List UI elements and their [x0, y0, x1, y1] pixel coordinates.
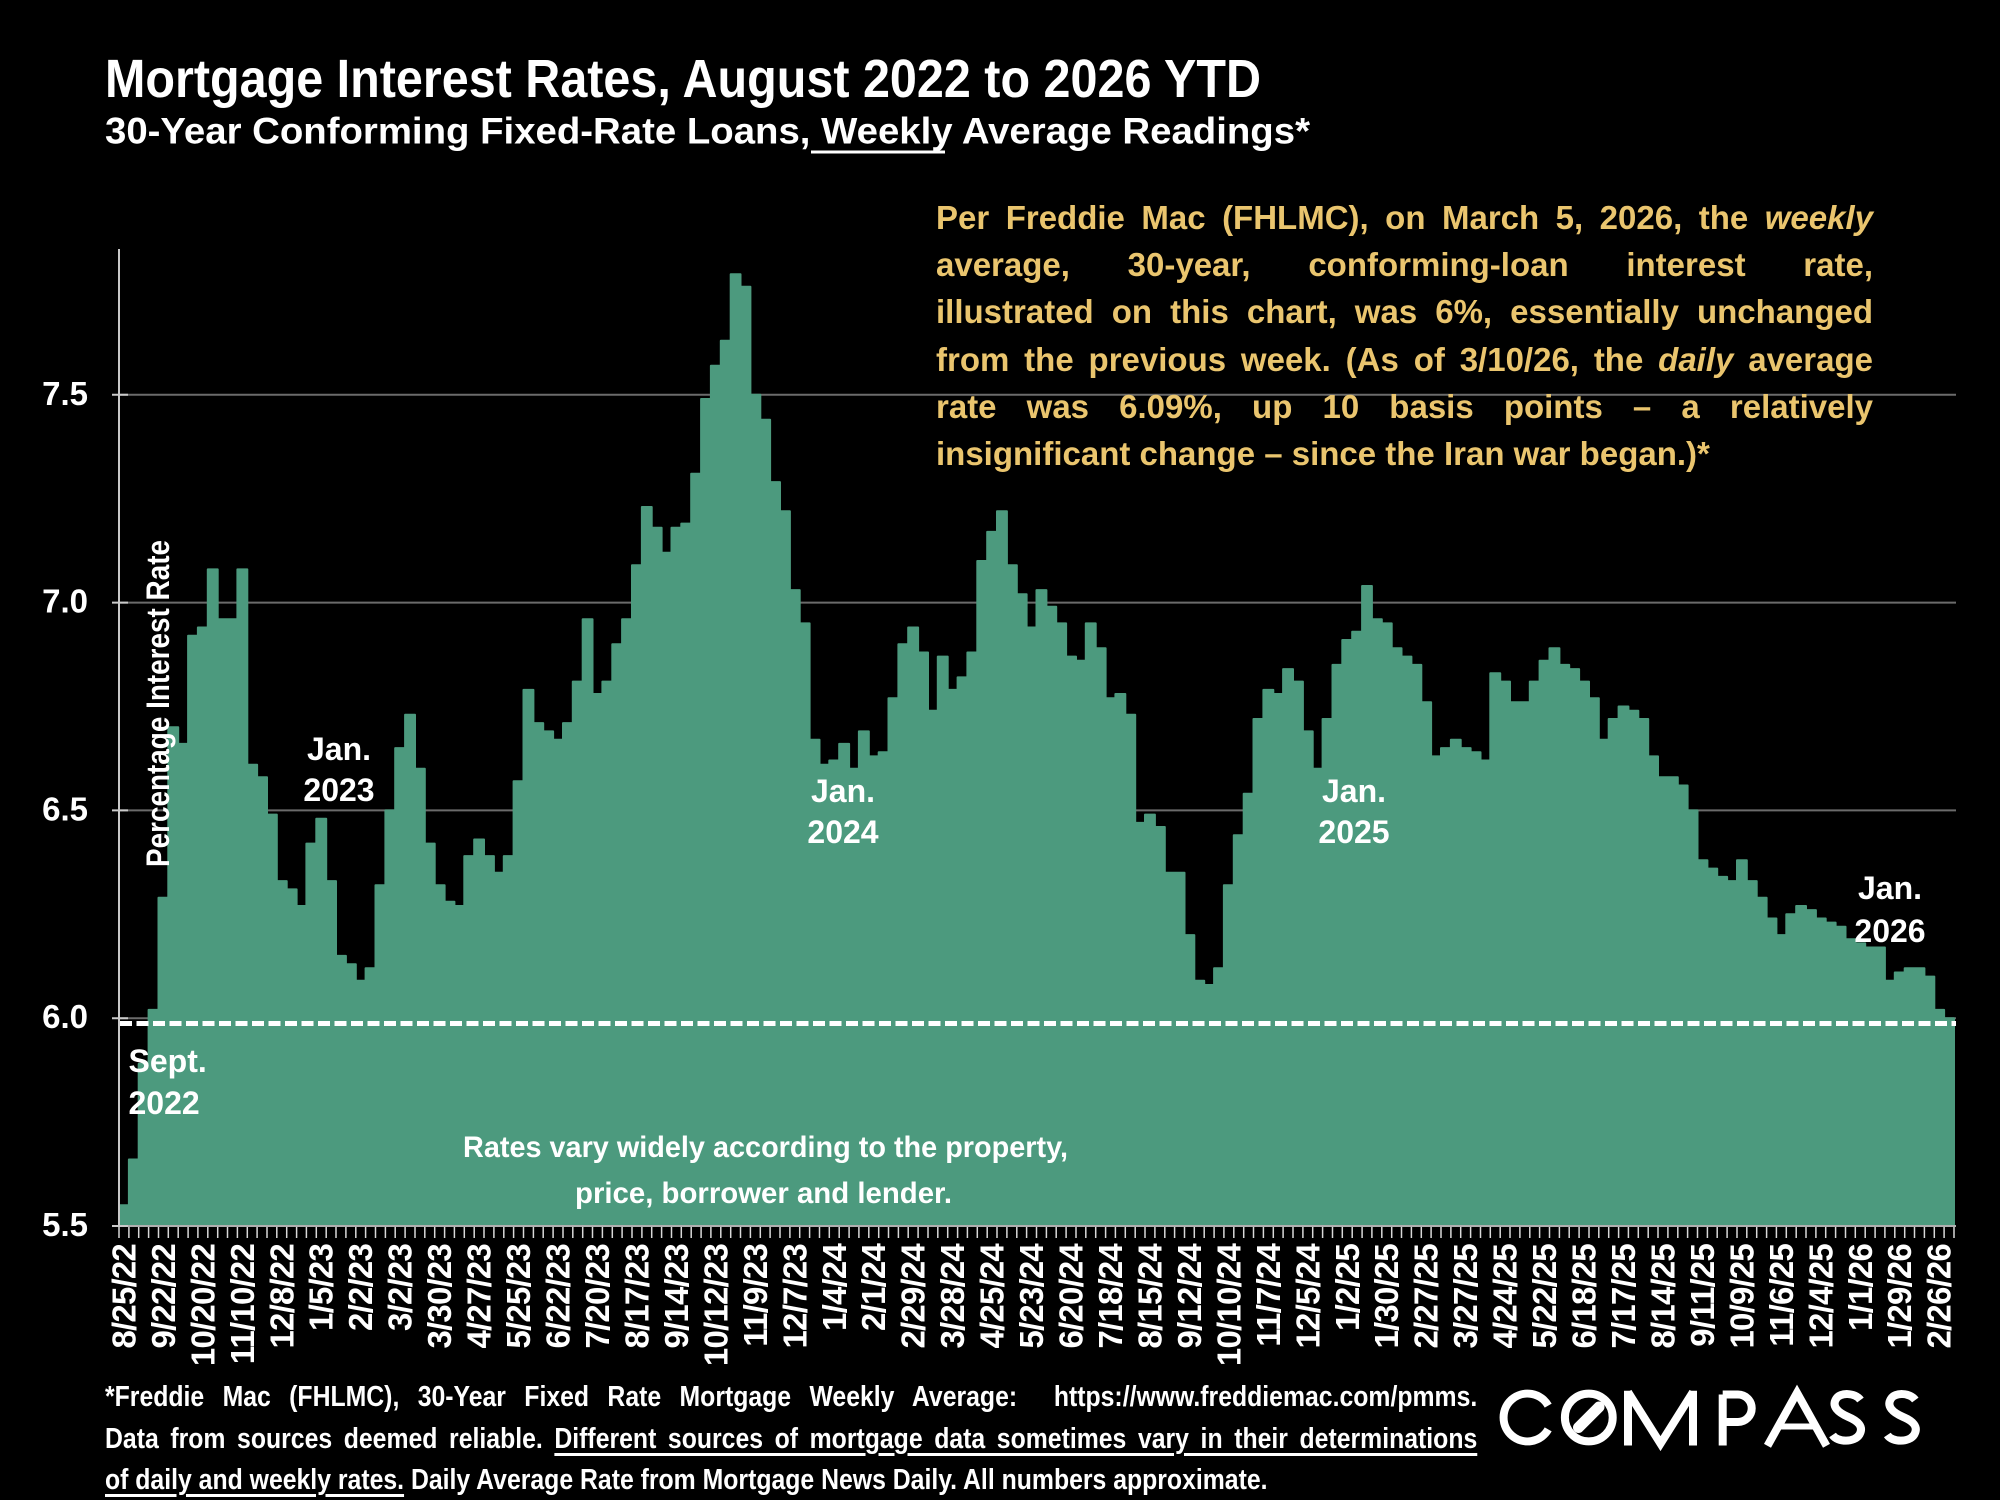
svg-text:6.0: 6.0 [42, 998, 88, 1035]
svg-text:Sept.: Sept. [129, 1043, 207, 1079]
svg-text:Percentage Interest Rate: Percentage Interest Rate [140, 540, 176, 867]
svg-text:2/26/26: 2/26/26 [1921, 1244, 1958, 1349]
svg-text:11/7/24: 11/7/24 [1250, 1243, 1287, 1347]
svg-text:8/25/22: 8/25/22 [105, 1244, 142, 1349]
svg-text:2/29/24: 2/29/24 [895, 1243, 932, 1349]
svg-text:6/22/23: 6/22/23 [540, 1244, 577, 1349]
svg-text:Mortgage Interest Rates, Augus: Mortgage Interest Rates, August 2022 to … [105, 49, 1261, 109]
svg-text:12/7/23: 12/7/23 [776, 1244, 813, 1349]
svg-text:2/1/24: 2/1/24 [855, 1243, 892, 1331]
svg-text:10/12/23: 10/12/23 [697, 1244, 734, 1367]
svg-text:11/9/23: 11/9/23 [737, 1244, 774, 1347]
svg-text:Jan.: Jan. [307, 731, 371, 767]
svg-text:Rates vary widely according to: Rates vary widely according to the prope… [463, 1131, 1068, 1164]
svg-text:2025: 2025 [1318, 814, 1389, 850]
svg-text:1/1/26: 1/1/26 [1842, 1244, 1879, 1331]
svg-text:30-Year Conforming Fixed-Rate: 30-Year Conforming Fixed-Rate Loans, Wee… [105, 110, 1310, 152]
svg-text:2026: 2026 [1854, 913, 1925, 949]
svg-text:9/11/25: 9/11/25 [1684, 1244, 1721, 1347]
svg-text:Jan.: Jan. [1322, 773, 1386, 809]
svg-text:10/20/22: 10/20/22 [184, 1244, 221, 1367]
svg-text:7.5: 7.5 [42, 375, 88, 412]
svg-text:10/10/24: 10/10/24 [1210, 1243, 1247, 1367]
svg-text:9/14/23: 9/14/23 [658, 1244, 695, 1349]
svg-text:7.0: 7.0 [42, 583, 88, 620]
svg-text:8/17/23: 8/17/23 [618, 1244, 655, 1349]
svg-text:6.5: 6.5 [42, 790, 88, 827]
svg-text:12/5/24: 12/5/24 [1289, 1243, 1326, 1349]
svg-text:2/27/25: 2/27/25 [1408, 1244, 1445, 1349]
svg-text:3/27/25: 3/27/25 [1447, 1244, 1484, 1349]
svg-text:7/20/23: 7/20/23 [579, 1244, 616, 1349]
svg-text:4/24/25: 4/24/25 [1487, 1244, 1524, 1349]
svg-text:5/22/25: 5/22/25 [1526, 1244, 1563, 1349]
svg-text:12/4/25: 12/4/25 [1802, 1244, 1839, 1349]
svg-text:5/25/23: 5/25/23 [500, 1244, 537, 1349]
svg-text:5/23/24: 5/23/24 [1013, 1243, 1050, 1349]
svg-text:9/12/24: 9/12/24 [1171, 1243, 1208, 1349]
svg-text:12/8/22: 12/8/22 [263, 1244, 300, 1349]
svg-text:2/2/23: 2/2/23 [342, 1244, 379, 1331]
svg-text:11/6/25: 11/6/25 [1763, 1244, 1800, 1347]
svg-text:Jan.: Jan. [1858, 870, 1922, 906]
svg-text:7/17/25: 7/17/25 [1605, 1244, 1642, 1349]
svg-text:Jan.: Jan. [811, 773, 875, 809]
svg-text:1/4/24: 1/4/24 [816, 1243, 853, 1331]
svg-text:2023: 2023 [303, 772, 374, 808]
svg-text:8/15/24: 8/15/24 [1132, 1243, 1169, 1349]
svg-text:4/25/24: 4/25/24 [974, 1243, 1011, 1349]
svg-text:10/9/25: 10/9/25 [1723, 1244, 1760, 1349]
svg-text:6/18/25: 6/18/25 [1566, 1244, 1603, 1349]
svg-text:3/28/24: 3/28/24 [934, 1243, 971, 1349]
svg-text:1/5/23: 1/5/23 [303, 1244, 340, 1331]
svg-text:6/20/24: 6/20/24 [1053, 1243, 1090, 1349]
svg-text:2024: 2024 [807, 814, 878, 850]
svg-text:3/30/23: 3/30/23 [421, 1244, 458, 1349]
svg-text:4/27/23: 4/27/23 [461, 1244, 498, 1349]
svg-text:5.5: 5.5 [42, 1206, 88, 1243]
svg-text:11/10/22: 11/10/22 [224, 1244, 261, 1365]
svg-text:9/22/22: 9/22/22 [145, 1244, 182, 1349]
svg-text:7/18/24: 7/18/24 [1092, 1243, 1129, 1349]
svg-text:1/29/26: 1/29/26 [1881, 1244, 1918, 1349]
svg-text:1/30/25: 1/30/25 [1368, 1244, 1405, 1349]
svg-text:2022: 2022 [129, 1085, 200, 1121]
svg-text:price, borrower and lender.: price, borrower and lender. [575, 1177, 952, 1210]
svg-text:8/14/25: 8/14/25 [1645, 1244, 1682, 1349]
svg-text:1/2/25: 1/2/25 [1329, 1244, 1366, 1331]
svg-text:3/2/23: 3/2/23 [382, 1244, 419, 1331]
